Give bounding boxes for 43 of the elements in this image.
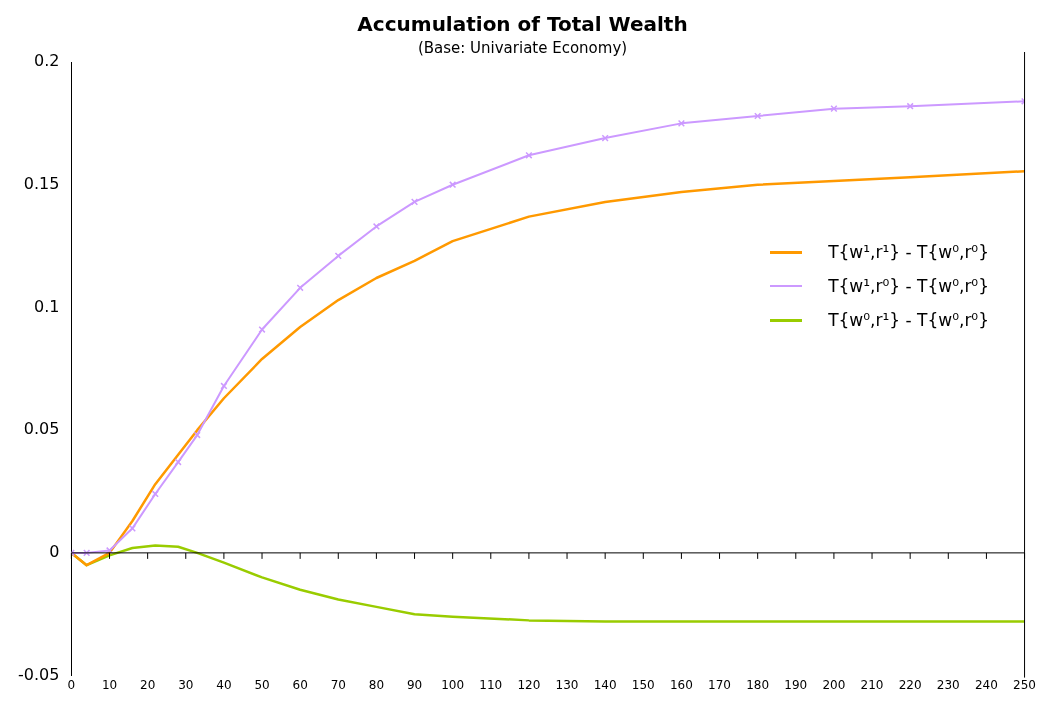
y-tick-label: 0: [49, 542, 60, 562]
point: [906, 102, 914, 110]
x-tick-label: 20: [140, 677, 156, 692]
legend-label: T{w⁰,r¹} - T{w⁰,r⁰}: [828, 310, 989, 331]
x-tick-label: 250: [1013, 677, 1036, 692]
x-tick-label: 150: [631, 677, 655, 692]
y-tick-label: 0.15: [23, 173, 60, 193]
x-tick-label: 240: [974, 677, 998, 692]
point: [449, 181, 457, 189]
x-tick-label: 120: [517, 677, 541, 692]
y-tick-label: -0.05: [17, 664, 60, 684]
x-tick-label: 180: [746, 677, 770, 692]
x-tick-label: 220: [898, 677, 922, 692]
x-tick-label: 90: [406, 677, 423, 692]
y-tick-label: 0.2: [33, 51, 60, 71]
x-tick-label: 40: [216, 677, 232, 692]
y-tick-label: 0.1: [33, 296, 60, 316]
x-tick-label: 10: [101, 677, 118, 692]
y-tick-label: 0.05: [23, 419, 60, 439]
x-tick-label: 60: [292, 677, 308, 692]
point: [410, 198, 419, 206]
x-tick-label: 190: [784, 677, 808, 692]
x-tick-label: 80: [368, 677, 385, 692]
point: [372, 222, 380, 231]
x-tick-label: 210: [860, 677, 884, 692]
point: [296, 284, 304, 292]
x-tick-label: 50: [254, 677, 270, 692]
chart-subtitle: (Base: Univariate Economy): [417, 38, 628, 57]
point: [258, 325, 266, 334]
x-tick-label: 160: [669, 677, 693, 692]
x-tick-label: 170: [708, 677, 731, 692]
x-tick-label: 140: [593, 677, 617, 692]
x-tick-label: 230: [936, 677, 960, 692]
x-tick-label: 30: [178, 677, 194, 692]
legend-label: T{w¹,r¹} - T{w⁰,r⁰}: [828, 242, 989, 263]
x-tick-label: 200: [822, 677, 846, 692]
x-tick-label: 110: [479, 677, 503, 692]
x-tick-label: 0: [67, 677, 76, 692]
legend-label: T{w¹,r⁰} - T{w⁰,r⁰}: [828, 276, 989, 297]
x-tick-label: 130: [555, 677, 579, 692]
x-tick-label: 100: [441, 677, 465, 692]
chart-title: Accumulation of Total Wealth: [357, 12, 688, 37]
x-tick-label: 70: [330, 677, 346, 692]
